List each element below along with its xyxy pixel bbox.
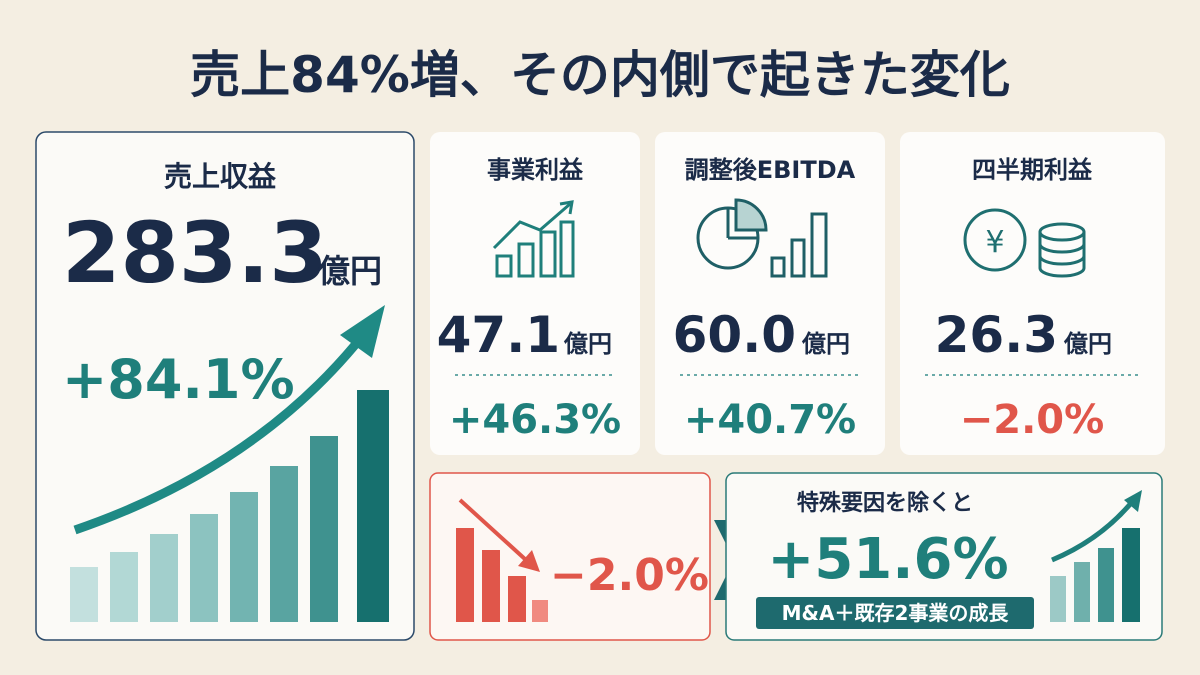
card-change: −2.0% — [960, 397, 1104, 443]
card-value: 60.0 — [673, 306, 796, 364]
badge-text: M&A＋既存2事業の成長 — [782, 601, 1010, 625]
metric-card: 調整後EBITDA 60.0 億円 +40.7% — [655, 132, 885, 455]
bar-illustration — [456, 498, 548, 622]
metric-card: ¥ 四半期利益 26.3 億円 −2.0% — [900, 132, 1165, 455]
bar-illustration — [70, 305, 389, 622]
icon — [696, 198, 828, 278]
card-label: 売上収益 — [164, 160, 277, 193]
adjusted-card: 特殊要因を除くと +51.6% M&A＋既存2事業の成長 — [725, 472, 1163, 641]
card-unit: 億円 — [801, 330, 850, 358]
svg-text:¥: ¥ — [985, 225, 1004, 260]
card-label: 特殊要因を除くと — [797, 490, 973, 516]
card-value: 26.3 — [935, 306, 1058, 364]
metric-card: 事業利益 47.1 億円 +46.3% — [430, 132, 640, 455]
card-label: 四半期利益 — [972, 156, 1093, 184]
card-change: −2.0% — [550, 550, 709, 601]
title: 売上84%増、その内側で起きた変化 — [190, 46, 1010, 104]
card-change: +46.3% — [449, 397, 621, 443]
decline-card: −2.0% — [429, 472, 711, 641]
card-value: 47.1 — [437, 306, 560, 364]
card-value: 283.3 — [62, 204, 328, 302]
card-unit: 億円 — [563, 330, 612, 358]
icon — [492, 200, 575, 278]
badge — [756, 597, 1034, 629]
revenue-card: 売上収益 283.3 億円 +84.1% — [35, 131, 415, 641]
icon: ¥ — [963, 208, 1086, 278]
card-unit: 億円 — [1063, 330, 1112, 358]
bar-illustration — [1050, 490, 1142, 622]
card-label: 事業利益 — [487, 156, 584, 184]
card-unit: 億円 — [317, 252, 382, 290]
card-label: 調整後EBITDA — [685, 156, 856, 184]
card-change: +40.7% — [684, 397, 856, 443]
card-change: +84.1% — [62, 348, 295, 411]
card-change: +51.6% — [767, 527, 1008, 592]
